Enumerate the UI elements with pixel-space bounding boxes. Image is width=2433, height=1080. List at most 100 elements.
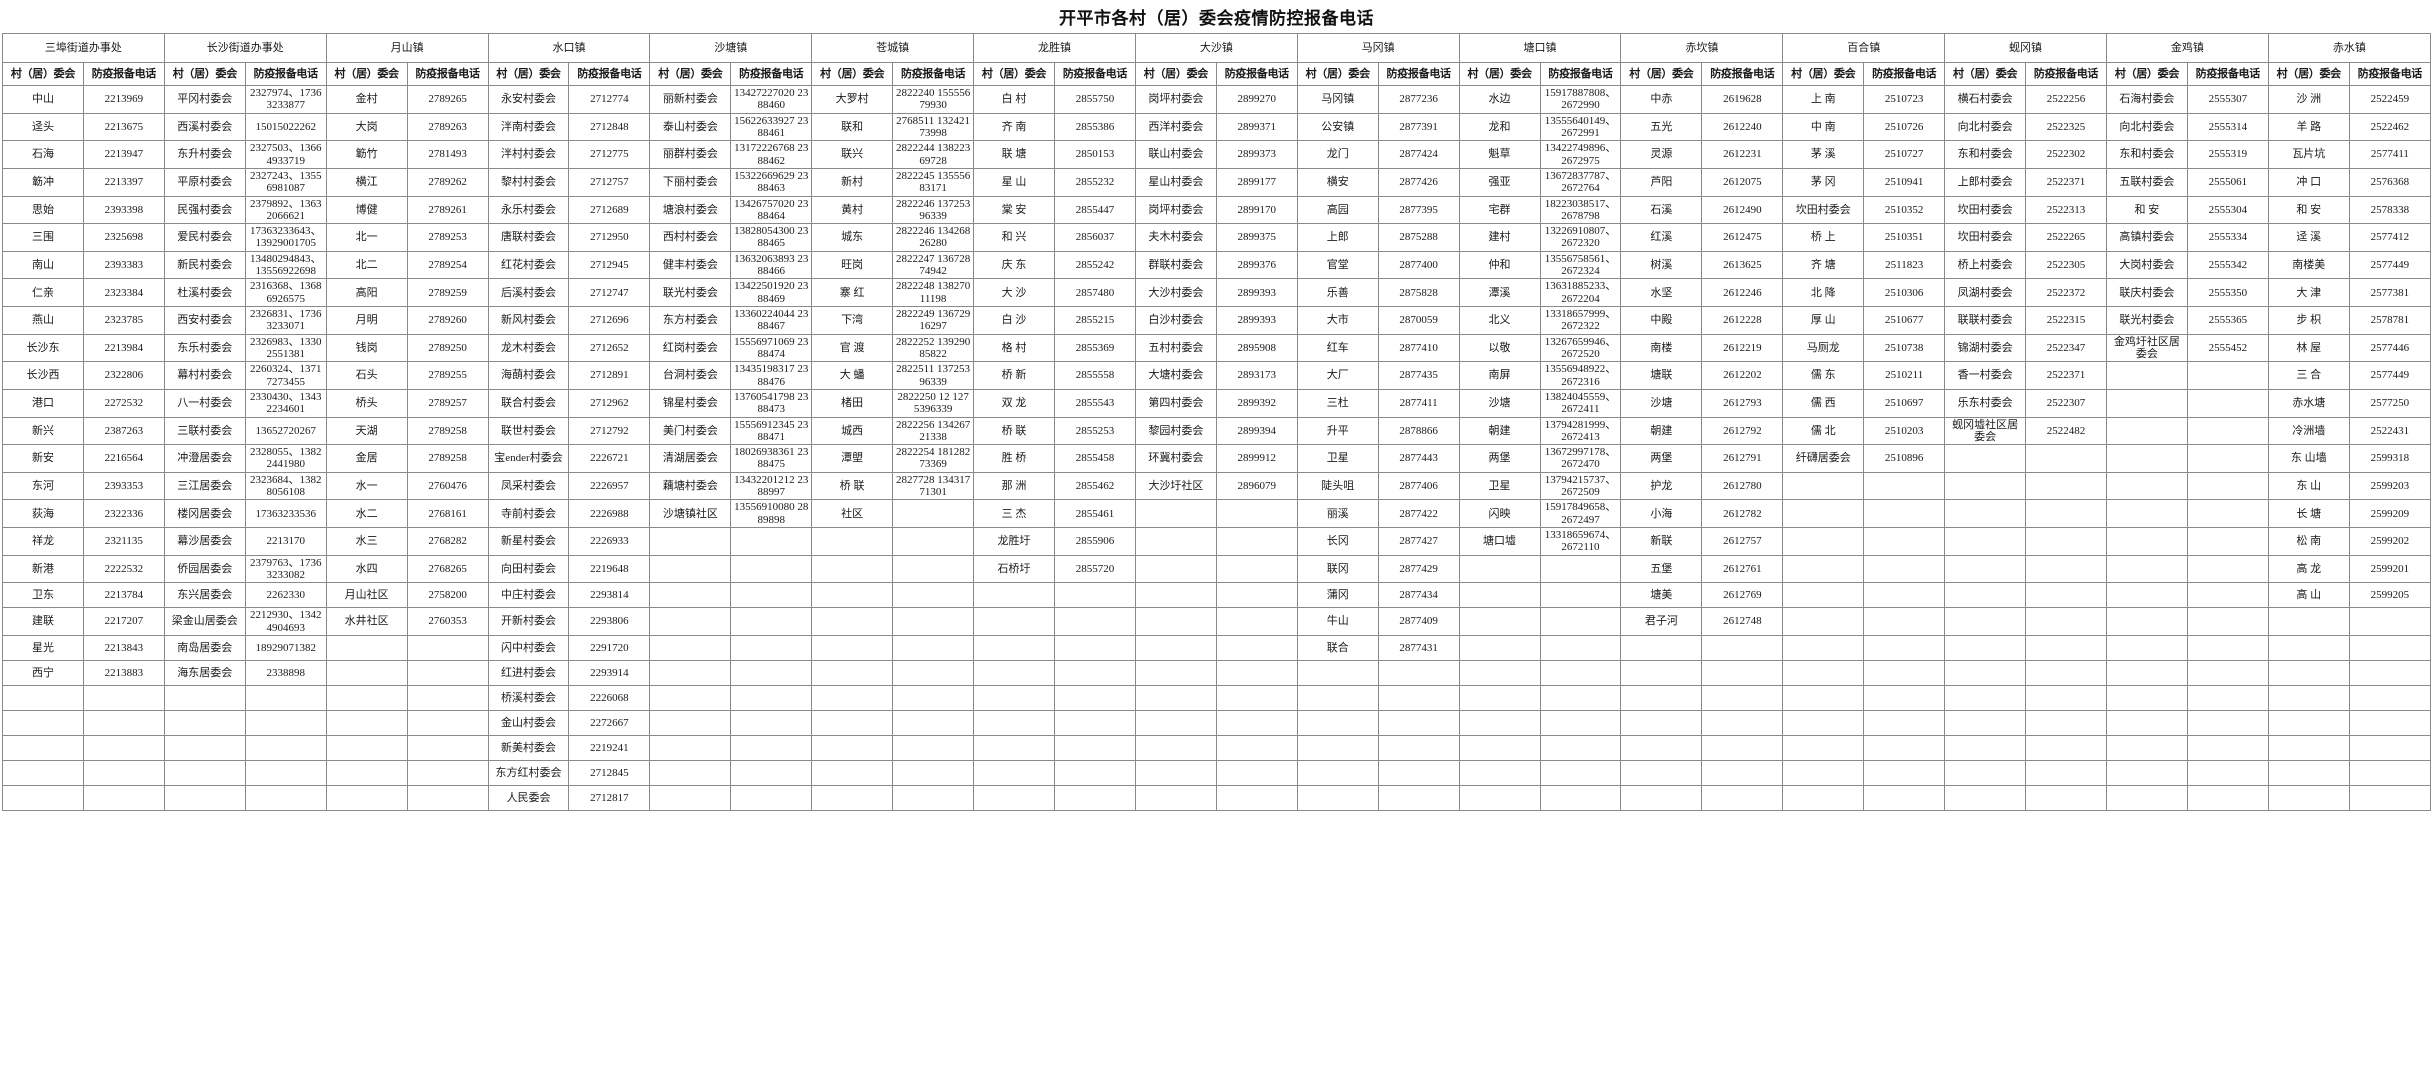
cell-committee-name: 桥头 (325, 388, 408, 418)
cell-committee-name: 三杜 (1296, 388, 1379, 418)
cell-phone-number: 2323684、13828056108 (244, 471, 327, 501)
cell-empty (2186, 607, 2269, 636)
cell-empty (1620, 759, 1703, 786)
cell-committee-name: 楼冈居委会 (163, 499, 246, 528)
cell-empty (649, 759, 732, 786)
col-header-name-6: 村（居）委会 (811, 62, 894, 86)
cell-empty (1863, 527, 1946, 556)
cell-empty (649, 634, 732, 661)
cell-committee-name: 东升村委会 (163, 140, 246, 169)
cell-committee-name: 石桥圩 (973, 554, 1055, 584)
table-row: 中山 2213969 平冈村委会 2327974、17363233877 金村 27892… (2, 85, 2432, 114)
col-header-name-8: 村（居）委会 (1134, 62, 1217, 86)
cell-empty (1863, 554, 1946, 584)
cell-phone-number: 2856037 (1053, 223, 1136, 252)
cell-empty (2105, 582, 2188, 609)
cell-phone-number: 13422501920 2388469 (730, 278, 813, 307)
cell-committee-name: 联山村委会 (1134, 140, 1217, 169)
cell-phone-number: 2855232 (1053, 167, 1136, 197)
cell-committee-name: 新联 (1620, 527, 1703, 556)
cell-committee-name: 新村 (811, 167, 894, 197)
cell-empty (811, 684, 894, 711)
cell-phone-number: 13172226768 2388462 (730, 140, 813, 169)
cell-empty (2186, 527, 2269, 556)
cell-committee-name: 纤礴居委会 (1782, 444, 1865, 473)
col-header-phone-10: 防疫报备电话 (1539, 62, 1622, 86)
cell-empty (2186, 784, 2269, 811)
cell-empty (2105, 684, 2188, 711)
cell-committee-name: 大岗 (325, 112, 408, 142)
cell-phone-number: 2291720 (568, 634, 651, 661)
cell-empty (973, 634, 1055, 661)
cell-empty (2348, 607, 2432, 636)
table-row: 新美村委会 2219241 (2, 734, 2432, 761)
town-header-10: 塘口镇 (1458, 33, 1622, 63)
cell-empty (892, 607, 975, 636)
cell-phone-number: 2555342 (2186, 250, 2269, 280)
col-header-phone-3: 防疫报备电话 (406, 62, 489, 86)
cell-empty (2025, 659, 2107, 686)
cell-phone-number: 2877410 (1377, 333, 1460, 363)
cell-committee-name: 沙塘 (1458, 388, 1541, 418)
cell-committee-name: 和 兴 (973, 223, 1055, 252)
cell-committee-name: 侨园居委会 (163, 554, 246, 584)
cell-phone-number: 2226721 (568, 444, 651, 473)
cell-committee-name: 西安村委会 (163, 306, 246, 335)
cell-empty (1134, 784, 1217, 811)
town-header-4: 水口镇 (487, 33, 651, 63)
col-header-phone-4: 防疫报备电话 (568, 62, 651, 86)
cell-committee-name: 爱民村委会 (163, 223, 246, 252)
cell-empty (811, 554, 894, 584)
cell-empty (2186, 582, 2269, 609)
cell-phone-number: 13318657999、2672322 (1539, 306, 1622, 335)
cell-phone-number: 2322336 (82, 499, 165, 528)
cell-phone-number: 2855458 (1053, 444, 1136, 473)
cell-committee-name: 大市 (1296, 306, 1379, 335)
cell-phone-number: 2822240 15555679930 (892, 85, 975, 114)
cell-committee-name: 上郎村委会 (1944, 167, 2027, 197)
cell-committee-name: 东 山墙 (2267, 444, 2350, 473)
table-row: 星光 2213843 南岛居委会 18929071382 闪中村委会 2291720 联合 2… (2, 634, 2432, 661)
cell-committee-name: 旺岗 (811, 250, 894, 280)
cell-phone-number: 2899376 (1215, 250, 1298, 280)
cell-phone-number: 2612075 (1701, 167, 1784, 197)
cell-phone-number: 2877435 (1377, 361, 1460, 390)
cell-committee-name: 联光村委会 (2105, 306, 2188, 335)
cell-committee-name: 石海村委会 (2105, 85, 2188, 114)
table-row: 新兴 2387263 三联村委会 13652720267 天湖 2789258 联世村委会 2… (2, 416, 2432, 446)
cell-empty (2186, 554, 2269, 584)
cell-phone-number: 2326983、13302551381 (244, 333, 327, 363)
cell-empty (1296, 734, 1379, 761)
cell-empty (730, 527, 813, 556)
cell-empty (1215, 709, 1298, 736)
cell-empty (2186, 416, 2269, 446)
cell-empty (2025, 499, 2107, 528)
cell-committee-name: 西宁 (2, 659, 84, 686)
cell-committee-name: 护龙 (1620, 471, 1703, 501)
cell-empty (2348, 634, 2432, 661)
cell-phone-number: 2789258 (406, 416, 489, 446)
cell-committee-name: 闪映 (1458, 499, 1541, 528)
cell-phone-number: 2272667 (568, 709, 651, 736)
cell-phone-number: 2789253 (406, 223, 489, 252)
cell-phone-number: 2323384 (82, 278, 165, 307)
cell-empty (2267, 784, 2350, 811)
cell-empty (1134, 499, 1217, 528)
cell-empty (1944, 554, 2027, 584)
cell-committee-name: 黄村 (811, 195, 894, 225)
table-row: 港口 2272532 八一村委会 2330430、13432234601 桥头 27892… (2, 388, 2432, 418)
cell-committee-name: 美门村委会 (649, 416, 732, 446)
cell-committee-name: 丽溪 (1296, 499, 1379, 528)
cell-phone-number: 2387263 (82, 416, 165, 446)
cell-phone-number: 2789254 (406, 250, 489, 280)
cell-empty (649, 527, 732, 556)
cell-empty (2105, 444, 2188, 473)
cell-committee-name: 东方村委会 (649, 306, 732, 335)
cell-phone-number: 2555307 (2186, 85, 2269, 114)
cell-phone-number: 2522302 (2025, 140, 2107, 169)
cell-empty (244, 684, 327, 711)
cell-committee-name: 城东 (811, 223, 894, 252)
cell-committee-name: 松 南 (2267, 527, 2350, 556)
cell-empty (2025, 527, 2107, 556)
